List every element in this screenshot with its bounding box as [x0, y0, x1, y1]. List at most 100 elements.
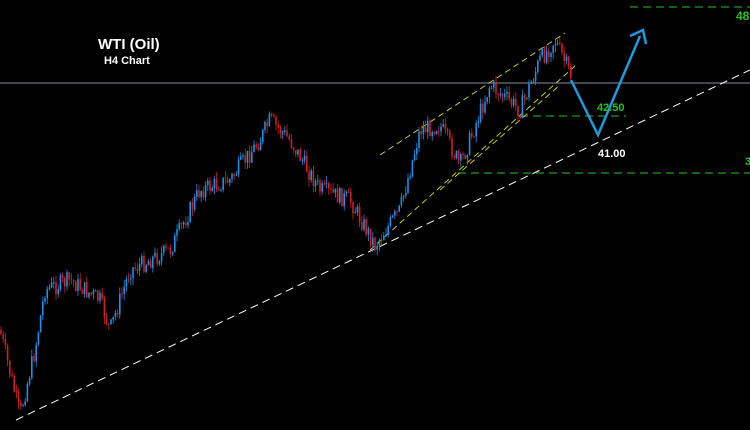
candle-body — [358, 206, 361, 222]
candle-body — [138, 264, 141, 271]
candle-body — [510, 99, 513, 106]
candle-body — [156, 252, 158, 264]
candle-body — [134, 267, 136, 269]
candle-body — [255, 144, 257, 148]
candle-body — [312, 170, 315, 187]
candle-body — [207, 180, 209, 186]
candle-body — [497, 93, 499, 96]
candle-body — [499, 93, 502, 96]
candle-body — [407, 178, 409, 193]
candle-body — [308, 171, 310, 181]
candle-body — [457, 151, 460, 161]
candle-body — [493, 81, 495, 88]
candle-body — [26, 383, 29, 402]
candle-body — [231, 173, 233, 180]
candle-body — [165, 245, 167, 248]
candle-body — [460, 154, 462, 161]
candle-body — [68, 272, 70, 280]
candle-body — [442, 124, 444, 127]
candle-body — [187, 222, 189, 226]
candle-body — [380, 239, 383, 241]
candle-body — [303, 155, 306, 161]
candle-body — [556, 43, 559, 45]
chart-subtitle: H4 Chart — [104, 55, 150, 67]
candle-body — [9, 360, 11, 375]
candle-body — [42, 301, 44, 316]
candle-body — [158, 261, 161, 264]
candle-body — [204, 185, 207, 198]
candle-body — [367, 228, 370, 235]
candle-body — [317, 180, 319, 182]
candle-body — [297, 149, 299, 155]
candle-body — [334, 188, 337, 193]
candle-body — [35, 344, 37, 362]
candle-body — [438, 131, 440, 133]
candle-body — [277, 124, 279, 128]
candle-body — [422, 127, 425, 135]
candle-body — [490, 87, 493, 89]
candle-body — [372, 237, 374, 246]
candle-body — [486, 97, 488, 102]
candle-body — [275, 116, 277, 125]
candle-body — [244, 155, 246, 163]
candle-body — [484, 101, 486, 113]
candle-body — [266, 122, 268, 127]
candle-body — [409, 176, 411, 179]
candle-body — [233, 173, 235, 176]
candle-body — [15, 391, 18, 393]
candle-body — [253, 144, 255, 153]
candle-body — [48, 287, 51, 290]
candle-body — [70, 279, 73, 281]
candle-body — [213, 178, 216, 188]
candle-body — [237, 159, 240, 175]
candle-body — [160, 252, 163, 262]
candle-body — [543, 48, 546, 63]
candle-body — [79, 279, 81, 290]
candle-body — [119, 293, 121, 315]
candle-body — [240, 156, 242, 160]
candle-body — [176, 229, 178, 236]
candle-body — [182, 222, 185, 225]
candle-body — [361, 221, 363, 230]
candle-body — [563, 52, 565, 61]
candle-body — [180, 223, 183, 225]
candle-body — [64, 277, 66, 287]
candle-body — [50, 282, 53, 288]
candle-body — [482, 103, 484, 113]
candle-body — [31, 356, 33, 379]
candle-body — [39, 315, 42, 333]
candle-body — [449, 131, 451, 138]
candle-body — [378, 239, 381, 246]
channel-upper — [379, 32, 566, 156]
candle-body — [545, 50, 548, 63]
candle-body — [20, 402, 22, 406]
candle-body — [363, 219, 365, 230]
candle-body — [550, 52, 552, 58]
candle-body — [37, 332, 40, 345]
candle-body — [167, 247, 169, 249]
candle-body — [24, 401, 26, 406]
candle-body — [44, 298, 46, 302]
candle-body — [570, 65, 572, 79]
candle-body — [369, 228, 372, 246]
candle-body — [385, 234, 387, 237]
candle-body — [466, 155, 469, 159]
candle-body — [567, 56, 570, 66]
candle-body — [11, 374, 13, 377]
forecast-arrowhead-icon — [629, 28, 648, 45]
candle-body — [92, 290, 95, 294]
candle-body — [145, 265, 147, 272]
candle-body — [451, 137, 453, 157]
candle-body — [130, 278, 132, 280]
candle-body — [526, 97, 528, 99]
candle-body — [55, 282, 57, 295]
candle-body — [242, 155, 244, 157]
candle-body — [319, 180, 321, 192]
candle-body — [171, 252, 174, 254]
candle-body — [488, 88, 491, 98]
candle-body — [530, 81, 532, 84]
candle-body — [72, 280, 75, 282]
candle-body — [314, 181, 317, 187]
candle-body — [4, 338, 7, 346]
candle-body — [215, 178, 218, 190]
